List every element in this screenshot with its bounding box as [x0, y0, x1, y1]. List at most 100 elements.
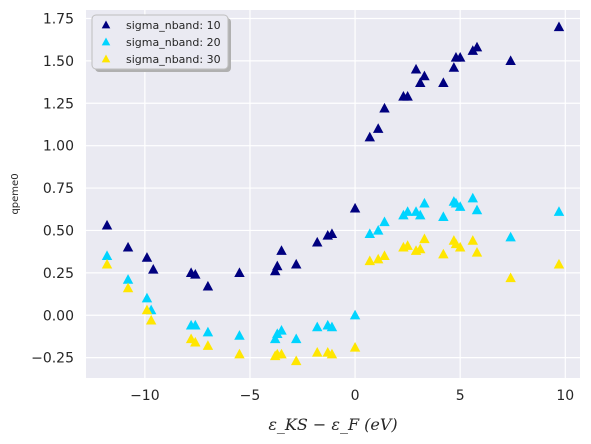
data-point	[276, 325, 287, 335]
data-point	[326, 228, 338, 238]
legend-label: sigma_nband: 10	[126, 19, 221, 32]
legend-marker	[101, 37, 111, 46]
data-point	[269, 333, 281, 344]
data-point	[471, 41, 483, 52]
data-point	[505, 231, 516, 242]
data-point	[372, 253, 384, 264]
data-point	[141, 292, 153, 303]
y-tick-label: 1.00	[43, 139, 74, 155]
x-tick-label: 0	[351, 388, 360, 404]
y-tick-label: 0.00	[43, 308, 74, 324]
data-point	[312, 236, 323, 247]
x-axis-label: ε_KS − ε_F (eV)	[268, 415, 397, 434]
legend-label: sigma_nband: 20	[126, 36, 221, 49]
data-point	[101, 258, 113, 269]
legend-marker	[101, 20, 111, 29]
data-point	[190, 336, 201, 347]
data-point	[148, 263, 159, 274]
data-point	[234, 348, 245, 359]
y-tick-label: 1.25	[43, 96, 74, 112]
data-point	[269, 265, 281, 276]
data-point	[190, 319, 201, 330]
data-point	[364, 228, 376, 238]
y-axis-label: qpeme0	[10, 173, 21, 214]
data-point	[202, 326, 214, 337]
legend-label: sigma_nband: 30	[126, 53, 221, 66]
data-point	[101, 219, 113, 230]
data-point	[402, 240, 413, 250]
data-point	[349, 202, 361, 213]
legend-marker	[101, 54, 111, 63]
data-point	[141, 304, 153, 315]
x-tick-label: 10	[556, 388, 574, 404]
data-point	[312, 321, 323, 332]
data-point	[467, 192, 479, 203]
data-point	[471, 204, 483, 215]
data-point	[379, 216, 390, 227]
legend-box	[91, 14, 229, 70]
y-axis-ticks: −0.25 0.00 0.25 0.50 0.75 1.00 1.25 1.50 1.75	[31, 11, 74, 366]
data-point	[312, 347, 323, 357]
data-point	[379, 102, 390, 113]
y-tick-label: 0.25	[43, 266, 74, 282]
data-point	[122, 241, 134, 252]
data-point	[364, 131, 376, 142]
data-point	[438, 211, 449, 222]
data-point	[471, 247, 483, 257]
data-point	[290, 355, 302, 366]
data-point	[276, 348, 287, 359]
data-point	[326, 348, 338, 359]
data-point	[234, 330, 245, 340]
data-point	[290, 258, 302, 269]
data-point	[454, 201, 466, 211]
data-point	[505, 272, 516, 283]
x-axis-ticks: −10 −5 0 5 10	[130, 388, 574, 404]
data-point	[438, 248, 449, 259]
y-tick-label: 0.50	[43, 223, 74, 239]
data-point	[419, 70, 430, 81]
data-point	[402, 90, 413, 101]
data-point	[505, 55, 516, 66]
grid-lines	[86, 10, 580, 378]
data-point	[190, 269, 201, 279]
data-point	[415, 77, 426, 88]
data-point	[122, 274, 134, 284]
data-point	[454, 241, 466, 252]
data-point	[402, 206, 413, 216]
data-point	[448, 62, 460, 72]
data-point	[419, 233, 430, 244]
data-point	[349, 341, 361, 352]
data-point	[276, 245, 287, 255]
data-point	[553, 21, 565, 32]
data-point	[372, 224, 384, 235]
data-point	[379, 250, 390, 261]
data-point	[272, 260, 283, 271]
data-point	[349, 309, 361, 320]
data-point	[326, 321, 338, 332]
data-point	[410, 63, 422, 74]
data-point	[415, 209, 426, 220]
data-point	[419, 197, 430, 208]
x-tick-label: −10	[130, 388, 160, 404]
data-point	[122, 282, 134, 293]
y-tick-label: 1.50	[43, 54, 74, 70]
legend: sigma_nband: 10 sigma_nband: 20 sigma_nban…	[91, 14, 231, 72]
data-point	[141, 252, 153, 262]
y-tick-label: 1.75	[43, 11, 74, 27]
x-tick-label: −5	[240, 388, 261, 404]
data-point	[202, 340, 214, 350]
data-point	[202, 280, 214, 291]
data-point	[553, 258, 565, 269]
data-point	[454, 51, 466, 62]
x-tick-label: 5	[456, 388, 465, 404]
data-point	[438, 77, 449, 88]
data-point	[553, 206, 565, 216]
data-point	[101, 250, 113, 261]
y-tick-label: 0.75	[43, 181, 74, 197]
data-point	[234, 267, 245, 277]
data-markers	[101, 21, 565, 366]
data-point	[145, 314, 157, 325]
data-point	[364, 255, 376, 266]
data-point	[372, 123, 384, 133]
